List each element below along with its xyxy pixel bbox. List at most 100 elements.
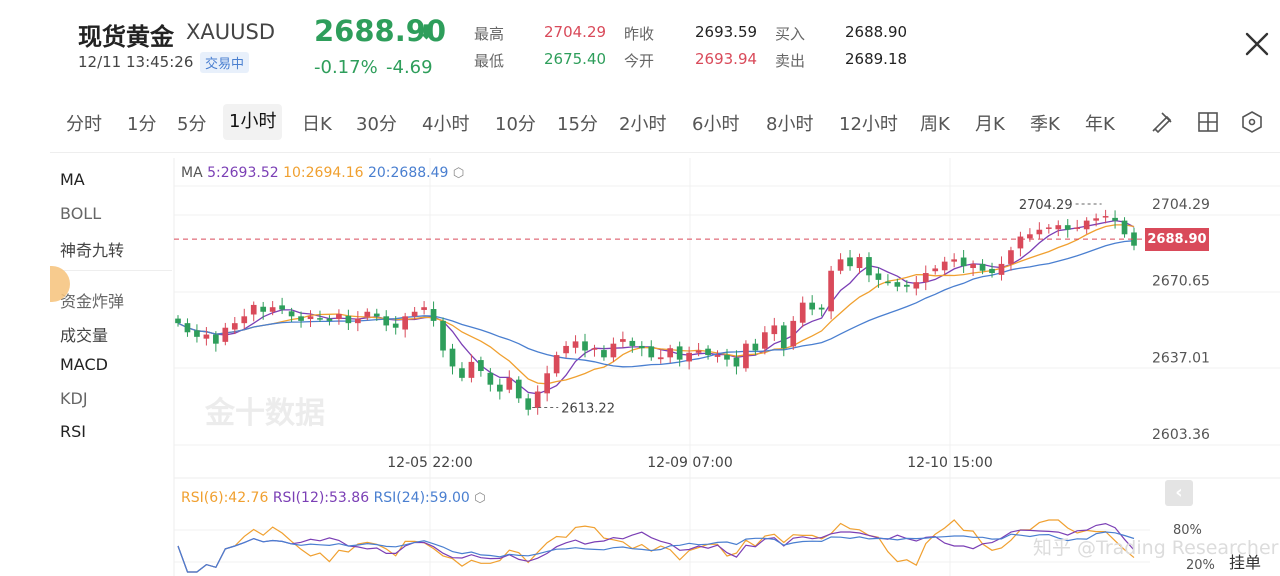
ma20-value: 20:2688.49 — [367, 165, 449, 181]
candle-body — [932, 268, 939, 272]
tab-timeframe-15[interactable]: 季K — [1030, 114, 1060, 135]
candle-body — [695, 350, 702, 353]
floating-handle[interactable] — [50, 266, 70, 302]
candle-body — [1083, 220, 1090, 230]
indicator-kdj[interactable]: KDJ — [60, 389, 88, 408]
tab-timeframe-6[interactable]: 4小时 — [422, 114, 470, 135]
candle-body — [724, 355, 730, 360]
candle-body — [496, 384, 503, 392]
rsi-legend: RSI(6):42.76 RSI(12):53.86 RSI(24):59.00… — [181, 490, 486, 506]
tab-timeframe-2[interactable]: 5分 — [177, 114, 207, 135]
indicator-divider — [60, 270, 172, 271]
candle-body — [875, 273, 882, 280]
candle-body — [250, 304, 257, 315]
y-tick-label: 2704.29 — [1152, 197, 1210, 213]
candle-body — [951, 259, 957, 262]
ma-settings-icon[interactable]: ⬡ — [452, 166, 465, 181]
candle-body — [582, 341, 588, 351]
candle-body — [1131, 232, 1137, 246]
candle-body — [383, 316, 390, 326]
order-button[interactable]: 挂单 — [1229, 553, 1262, 572]
x-tick-label: 12-09 07:00 — [647, 455, 732, 471]
candle-body — [1112, 217, 1118, 221]
candle-body — [572, 341, 579, 348]
collapse-left-icon[interactable]: ‹ — [1165, 480, 1193, 506]
tab-timeframe-10[interactable]: 6小时 — [692, 114, 740, 135]
close-icon[interactable] — [1243, 30, 1271, 58]
candle-body — [686, 352, 692, 362]
low-annotation: 2613.22 — [561, 402, 615, 417]
candle-body — [459, 368, 465, 378]
low-label: 最低 — [474, 52, 505, 70]
candle-body — [752, 343, 759, 351]
candle-body — [544, 373, 550, 394]
rsi-level-label: 80% — [1173, 523, 1202, 538]
tab-timeframe-3[interactable]: 1小时 — [223, 104, 283, 140]
candle-body — [866, 257, 872, 276]
settings-hexagon-icon[interactable] — [1240, 110, 1264, 134]
tab-timeframe-7[interactable]: 10分 — [495, 114, 536, 135]
candle-body — [885, 281, 891, 284]
tab-timeframe-4[interactable]: 日K — [302, 114, 332, 135]
layout-grid-icon[interactable] — [1196, 110, 1220, 134]
indicator-fund-bomb[interactable]: 资金炸弹 — [60, 292, 125, 311]
draw-tool-icon[interactable] — [1150, 110, 1174, 134]
candle-body — [175, 318, 181, 324]
candle-body — [392, 323, 399, 328]
candle-body — [231, 323, 238, 330]
open-label: 今开 — [624, 52, 655, 70]
indicator-macd[interactable]: MACD — [60, 355, 108, 374]
candle-body — [525, 398, 532, 410]
tab-timeframe-8[interactable]: 15分 — [557, 114, 598, 135]
candle-body — [629, 340, 636, 346]
tab-timeframe-12[interactable]: 12小时 — [839, 114, 898, 135]
ask-value: 2689.18 — [845, 50, 908, 68]
tab-timeframe-0[interactable]: 分时 — [66, 114, 102, 135]
indicator-volume[interactable]: 成交量 — [60, 326, 109, 345]
candle-body — [610, 343, 617, 358]
tab-timeframe-13[interactable]: 周K — [920, 114, 950, 135]
y-tick-label: 2603.36 — [1152, 427, 1210, 443]
candle-body — [307, 316, 314, 320]
indicator-magic-nine[interactable]: 神奇九转 — [60, 241, 125, 260]
candle-body — [1027, 234, 1033, 239]
prev-close-label: 昨收 — [624, 25, 655, 43]
candle-body — [638, 345, 645, 349]
rsi12-value: RSI(12):53.86 — [272, 490, 370, 506]
candle-body — [998, 263, 1005, 275]
high-value: 2704.29 — [544, 23, 607, 41]
instrument-symbol: XAUUSD — [186, 20, 275, 44]
candle-body — [601, 350, 607, 358]
candle-body — [676, 346, 683, 360]
candle-body — [667, 348, 674, 358]
candle-body — [506, 377, 513, 390]
high-label: 最高 — [474, 25, 505, 43]
candle-body — [591, 348, 598, 350]
rsi24-line — [177, 531, 1135, 573]
indicator-ma[interactable]: MA — [60, 170, 85, 189]
rsi-level-label: 20% — [1186, 558, 1215, 573]
tab-timeframe-11[interactable]: 8小时 — [766, 114, 814, 135]
tab-timeframe-1[interactable]: 1分 — [127, 114, 157, 135]
candle-body — [856, 257, 863, 269]
candle-body — [941, 261, 948, 271]
tab-timeframe-14[interactable]: 月K — [975, 114, 1005, 135]
candle-body — [1102, 216, 1109, 218]
rsi-settings-icon[interactable]: ⬡ — [474, 491, 486, 506]
indicator-boll[interactable]: BOLL — [60, 204, 102, 223]
candle-body — [355, 318, 361, 324]
ma10-line — [177, 224, 1135, 385]
tab-timeframe-5[interactable]: 30分 — [356, 114, 397, 135]
candle-body — [790, 320, 797, 347]
candle-body — [989, 268, 995, 274]
indicator-rsi[interactable]: RSI — [60, 422, 86, 441]
candle-body — [1055, 225, 1062, 230]
candle-body — [213, 334, 219, 344]
tab-timeframe-9[interactable]: 2小时 — [619, 114, 667, 135]
tab-timeframe-16[interactable]: 年K — [1085, 114, 1115, 135]
low-value: 2675.40 — [544, 50, 607, 68]
credit-watermark: 知乎 @Trading Researcher — [1033, 537, 1279, 559]
open-value: 2693.94 — [695, 50, 758, 68]
candle-body — [336, 314, 342, 320]
